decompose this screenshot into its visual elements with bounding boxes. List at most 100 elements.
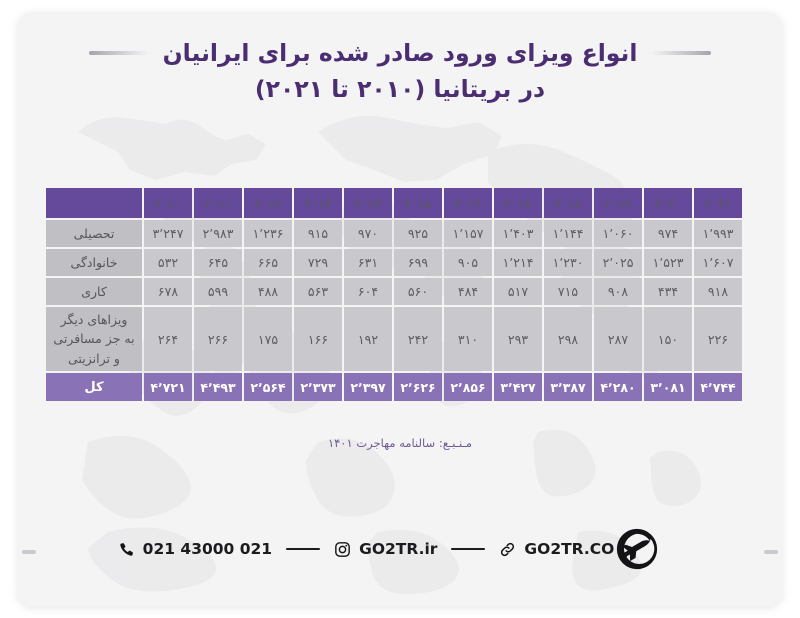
table-body: ۱٬۹۹۳ ۹۷۴ ۱٬۰۶۰ ۱٬۱۴۴ ۱٬۴۰۳ ۱٬۱۵۷ ۹۲۵ ۹۷۰ ۹۱۵ ۱٬۲… bbox=[46, 220, 742, 371]
table-row-label: تحصیلی bbox=[46, 220, 142, 247]
table-row: ۹۱۸ ۴۳۴ ۹۰۸ ۷۱۵ ۵۱۷ ۴۸۴ ۵۶۰ ۶۰۴ ۵۶۳ ۴۸۸ ۵۹۹ ۶۷۸ کاری bbox=[46, 278, 742, 305]
table-total-cell: ۴٬۷۲۱ bbox=[144, 373, 192, 401]
table-cell: ۱٬۶۰۷ bbox=[694, 249, 742, 276]
footer-divider-1 bbox=[451, 547, 486, 551]
table-cell: ۵۳۲ bbox=[144, 249, 192, 276]
phone-icon bbox=[118, 541, 135, 558]
instagram-label: GO2TR.ir bbox=[359, 540, 438, 558]
table-cell: ۶۰۴ bbox=[344, 278, 392, 305]
table-head: ۲۰۲۱ ۲۰۲۰ ۲۰۱۹ ۲۰۱۸ ۲۰۱۷ ۲۰۱۶ ۲۰۱۵ ۲۰۱۴ ۲۰۱۳ ۲۰۱۲… bbox=[46, 188, 742, 218]
table-total-cell: ۴٬۷۴۴ bbox=[694, 373, 742, 401]
visa-types-table: ۲۰۲۱ ۲۰۲۰ ۲۰۱۹ ۲۰۱۸ ۲۰۱۷ ۲۰۱۶ ۲۰۱۵ ۲۰۱۴ ۲۰۱۳ ۲۰۱۲… bbox=[44, 186, 744, 403]
table-cell: ۱۹۲ bbox=[344, 307, 392, 371]
table-header-corner bbox=[46, 188, 142, 218]
table-total-label: کل bbox=[46, 373, 142, 401]
table-cell: ۱٬۵۲۳ bbox=[644, 249, 692, 276]
phone-label: 021 43000 021 bbox=[142, 540, 273, 558]
table-cell: ۲۹۸ bbox=[544, 307, 592, 371]
table-header-year-۲۰۱۵: ۲۰۱۵ bbox=[394, 188, 442, 218]
page-title-line2: در بریتانیا (۲۰۱۰ تا ۲۰۲۱) bbox=[254, 75, 546, 104]
table-cell: ۹۱۸ bbox=[694, 278, 742, 305]
table-cell: ۹۷۰ bbox=[344, 220, 392, 247]
table-header-year-۲۰۱۸: ۲۰۱۸ bbox=[544, 188, 592, 218]
title-row-primary: انواع ویزای ورود صادر شده برای ایرانیان bbox=[18, 36, 782, 70]
table-total-cell: ۲٬۵۶۴ bbox=[244, 373, 292, 401]
table-header-year-۲۰۲۰: ۲۰۲۰ bbox=[644, 188, 692, 218]
table-total-cell: ۳٬۳۸۷ bbox=[544, 373, 592, 401]
instagram-segment[interactable]: GO2TR.ir bbox=[334, 540, 437, 558]
table-cell: ۶۴۵ bbox=[194, 249, 242, 276]
table-cell: ۵۹۹ bbox=[194, 278, 242, 305]
table-cell: ۹۰۸ bbox=[594, 278, 642, 305]
table-header-year-۲۰۱۴: ۲۰۱۴ bbox=[344, 188, 392, 218]
table-header-year-۲۰۱۳: ۲۰۱۳ bbox=[294, 188, 342, 218]
link-icon bbox=[499, 541, 516, 558]
table-cell: ۱٬۲۳۰ bbox=[544, 249, 592, 276]
table-cell: ۹۲۵ bbox=[394, 220, 442, 247]
table-cell: ۱٬۱۴۴ bbox=[544, 220, 592, 247]
page-title-line1: انواع ویزای ورود صادر شده برای ایرانیان bbox=[162, 39, 638, 67]
table-header-year-۲۰۱۰: ۲۰۱۰ bbox=[144, 188, 192, 218]
table-cell: ۲٬۰۲۵ bbox=[594, 249, 642, 276]
table-cell: ۲۴۲ bbox=[394, 307, 442, 371]
table-cell: ۶۹۹ bbox=[394, 249, 442, 276]
table-total-cell: ۳٬۰۸۱ bbox=[644, 373, 692, 401]
source-note: مـنـبـع: سالنامه مهاجرت ۱۴۰۱ bbox=[327, 436, 473, 450]
table-cell: ۵۱۷ bbox=[494, 278, 542, 305]
table-header-year-۲۰۱۹: ۲۰۱۹ bbox=[594, 188, 642, 218]
table-cell: ۱٬۲۱۴ bbox=[494, 249, 542, 276]
table-cell: ۱٬۲۳۶ bbox=[244, 220, 292, 247]
instagram-icon bbox=[334, 541, 351, 558]
table-cell: ۲۶۶ bbox=[194, 307, 242, 371]
table-total-cell: ۲٬۳۷۳ bbox=[294, 373, 342, 401]
table-cell: ۹۷۴ bbox=[644, 220, 692, 247]
table-cell: ۱۵۰ bbox=[644, 307, 692, 371]
phone-segment[interactable]: 021 43000 021 bbox=[118, 540, 272, 558]
table-header-year-۲۰۱۲: ۲۰۱۲ bbox=[244, 188, 292, 218]
table-cell: ۱۶۶ bbox=[294, 307, 342, 371]
footer-divider-2 bbox=[286, 547, 321, 551]
title-block: انواع ویزای ورود صادر شده برای ایرانیان … bbox=[18, 36, 782, 106]
table-total-cell: ۴٬۴۹۳ bbox=[194, 373, 242, 401]
website-segment[interactable]: GO2TR.CO bbox=[499, 540, 614, 558]
table-cell: ۱٬۱۵۷ bbox=[444, 220, 492, 247]
table-cell: ۴۳۴ bbox=[644, 278, 692, 305]
table-total-cell: ۲٬۳۹۷ bbox=[344, 373, 392, 401]
table-cell: ۲۸۷ bbox=[594, 307, 642, 371]
table-row-label: ویزاهای دیگر به جز مسافرتی و ترانزیتی bbox=[46, 307, 142, 371]
table-total-cell: ۴٬۲۸۰ bbox=[594, 373, 642, 401]
table-row-label: خانوادگی bbox=[46, 249, 142, 276]
footer-edge-tick-left bbox=[22, 550, 36, 554]
table-cell: ۵۶۰ bbox=[394, 278, 442, 305]
table-total-row: ۴٬۷۴۴ ۳٬۰۸۱ ۴٬۲۸۰ ۳٬۳۸۷ ۳٬۴۲۷ ۲٬۸۵۶ ۲٬۶۲۶ ۲٬۳۹۷… bbox=[46, 373, 742, 401]
table-cell: ۴۸۴ bbox=[444, 278, 492, 305]
table-row: ۱٬۶۰۷ ۱٬۵۲۳ ۲٬۰۲۵ ۱٬۲۳۰ ۱٬۲۱۴ ۹۰۵ ۶۹۹ ۶۳۱ ۷۲۹ ۶۶۵… bbox=[46, 249, 742, 276]
table-foot: ۴٬۷۴۴ ۳٬۰۸۱ ۴٬۲۸۰ ۳٬۳۸۷ ۳٬۴۲۷ ۲٬۸۵۶ ۲٬۶۲۶ ۲٬۳۹۷… bbox=[46, 373, 742, 401]
table-cell: ۱٬۰۶۰ bbox=[594, 220, 642, 247]
table-cell: ۳٬۲۴۷ bbox=[144, 220, 192, 247]
table-header-row: ۲۰۲۱ ۲۰۲۰ ۲۰۱۹ ۲۰۱۸ ۲۰۱۷ ۲۰۱۶ ۲۰۱۵ ۲۰۱۴ ۲۰۱۳ ۲۰۱۲… bbox=[46, 188, 742, 218]
title-rule-right bbox=[88, 51, 149, 56]
website-label: GO2TR.CO bbox=[524, 540, 615, 558]
table-cell: ۵۶۳ bbox=[294, 278, 342, 305]
table-cell: ۱٬۹۹۳ bbox=[694, 220, 742, 247]
table-cell: ۲۶۴ bbox=[144, 307, 192, 371]
table-row: ۱٬۹۹۳ ۹۷۴ ۱٬۰۶۰ ۱٬۱۴۴ ۱٬۴۰۳ ۱٬۱۵۷ ۹۲۵ ۹۷۰ ۹۱۵ ۱٬۲… bbox=[46, 220, 742, 247]
table-header-year-۲۰۲۱: ۲۰۲۱ bbox=[694, 188, 742, 218]
table-header-year-۲۰۱۶: ۲۰۱۶ bbox=[444, 188, 492, 218]
title-rule-left bbox=[651, 51, 712, 56]
table-row: ۲۲۶ ۱۵۰ ۲۸۷ ۲۹۸ ۲۹۳ ۳۱۰ ۲۴۲ ۱۹۲ ۱۶۶ ۱۷۵ ۲۶۶ ۲۶۴ ویزا… bbox=[46, 307, 742, 371]
table-cell: ۴۸۸ bbox=[244, 278, 292, 305]
table-cell: ۷۱۵ bbox=[544, 278, 592, 305]
table-cell: ۶۷۸ bbox=[144, 278, 192, 305]
footer-bar: GO2TR.CO GO2TR.ir 021 43000 021 bbox=[18, 526, 782, 572]
table-cell: ۱٬۴۰۳ bbox=[494, 220, 542, 247]
table-cell: ۷۲۹ bbox=[294, 249, 342, 276]
table-cell: ۹۰۵ bbox=[444, 249, 492, 276]
table-cell: ۳۱۰ bbox=[444, 307, 492, 371]
table-cell: ۹۱۵ bbox=[294, 220, 342, 247]
table-cell: ۲۲۶ bbox=[694, 307, 742, 371]
infographic-card: انواع ویزای ورود صادر شده برای ایرانیان … bbox=[18, 12, 782, 606]
table-cell: ۲۹۳ bbox=[494, 307, 542, 371]
table-cell: ۲٬۹۸۳ bbox=[194, 220, 242, 247]
